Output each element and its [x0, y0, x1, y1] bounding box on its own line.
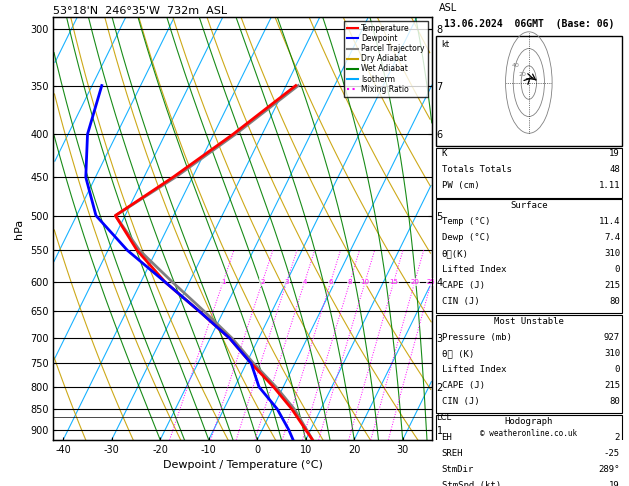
Text: 3: 3 — [284, 279, 289, 285]
Text: 1.11: 1.11 — [599, 181, 620, 191]
Text: SREH: SREH — [442, 449, 463, 458]
Text: 310: 310 — [604, 249, 620, 258]
Text: 215: 215 — [604, 281, 620, 290]
Text: 2: 2 — [615, 433, 620, 442]
Text: Lifted Index: Lifted Index — [442, 365, 506, 374]
Legend: Temperature, Dewpoint, Parcel Trajectory, Dry Adiabat, Wet Adiabat, Isotherm, Mi: Temperature, Dewpoint, Parcel Trajectory… — [344, 21, 428, 97]
Text: 13.06.2024  06GMT  (Base: 06): 13.06.2024 06GMT (Base: 06) — [443, 19, 614, 29]
Text: 48: 48 — [610, 165, 620, 174]
Text: 7.4: 7.4 — [604, 233, 620, 242]
Text: Totals Totals: Totals Totals — [442, 165, 511, 174]
Text: 19: 19 — [610, 481, 620, 486]
Text: 6: 6 — [328, 279, 333, 285]
Text: θᴄ (K): θᴄ (K) — [442, 349, 474, 358]
Text: K: K — [442, 149, 447, 158]
Text: 20: 20 — [518, 71, 526, 77]
Text: Hodograph: Hodograph — [504, 417, 553, 426]
X-axis label: Dewpoint / Temperature (°C): Dewpoint / Temperature (°C) — [163, 460, 323, 470]
Text: 0: 0 — [615, 265, 620, 274]
Text: 1: 1 — [221, 279, 225, 285]
Bar — [436, 315, 622, 413]
Text: CAPE (J): CAPE (J) — [442, 381, 484, 390]
Text: 20: 20 — [410, 279, 419, 285]
Text: 11.4: 11.4 — [599, 217, 620, 226]
Text: EH: EH — [442, 433, 452, 442]
Bar — [436, 415, 622, 486]
Text: 0: 0 — [615, 365, 620, 374]
Bar — [436, 36, 622, 146]
Text: Temp (°C): Temp (°C) — [442, 217, 490, 226]
Text: CIN (J): CIN (J) — [442, 297, 479, 306]
Text: 25: 25 — [427, 279, 436, 285]
Text: -25: -25 — [604, 449, 620, 458]
Text: Most Unstable: Most Unstable — [494, 317, 564, 326]
Bar — [436, 148, 622, 197]
Text: CIN (J): CIN (J) — [442, 397, 479, 406]
Text: CAPE (J): CAPE (J) — [442, 281, 484, 290]
Y-axis label: hPa: hPa — [14, 218, 25, 239]
Text: kt: kt — [442, 40, 450, 49]
Text: StmDir: StmDir — [442, 465, 474, 474]
Text: LCL: LCL — [436, 413, 451, 422]
Text: Lifted Index: Lifted Index — [442, 265, 506, 274]
Text: 15: 15 — [389, 279, 398, 285]
Text: PW (cm): PW (cm) — [442, 181, 479, 191]
Text: 53°18'N  246°35'W  732m  ASL: 53°18'N 246°35'W 732m ASL — [53, 6, 228, 16]
Text: © weatheronline.co.uk: © weatheronline.co.uk — [481, 429, 577, 438]
Text: 927: 927 — [604, 333, 620, 342]
Text: 19: 19 — [610, 149, 620, 158]
Text: Dewp (°C): Dewp (°C) — [442, 233, 490, 242]
Text: 2: 2 — [260, 279, 265, 285]
Text: 215: 215 — [604, 381, 620, 390]
Text: 80: 80 — [610, 297, 620, 306]
Text: Surface: Surface — [510, 201, 548, 210]
Text: 8: 8 — [348, 279, 352, 285]
Text: 80: 80 — [610, 397, 620, 406]
Text: θᴄ(K): θᴄ(K) — [442, 249, 469, 258]
Text: StmSpd (kt): StmSpd (kt) — [442, 481, 501, 486]
Text: 310: 310 — [604, 349, 620, 358]
Text: 4: 4 — [303, 279, 307, 285]
Text: Pressure (mb): Pressure (mb) — [442, 333, 511, 342]
Text: 289°: 289° — [599, 465, 620, 474]
Text: 40: 40 — [511, 63, 520, 68]
Text: 10: 10 — [360, 279, 370, 285]
Bar — [436, 199, 622, 313]
Text: km
ASL: km ASL — [440, 0, 458, 13]
